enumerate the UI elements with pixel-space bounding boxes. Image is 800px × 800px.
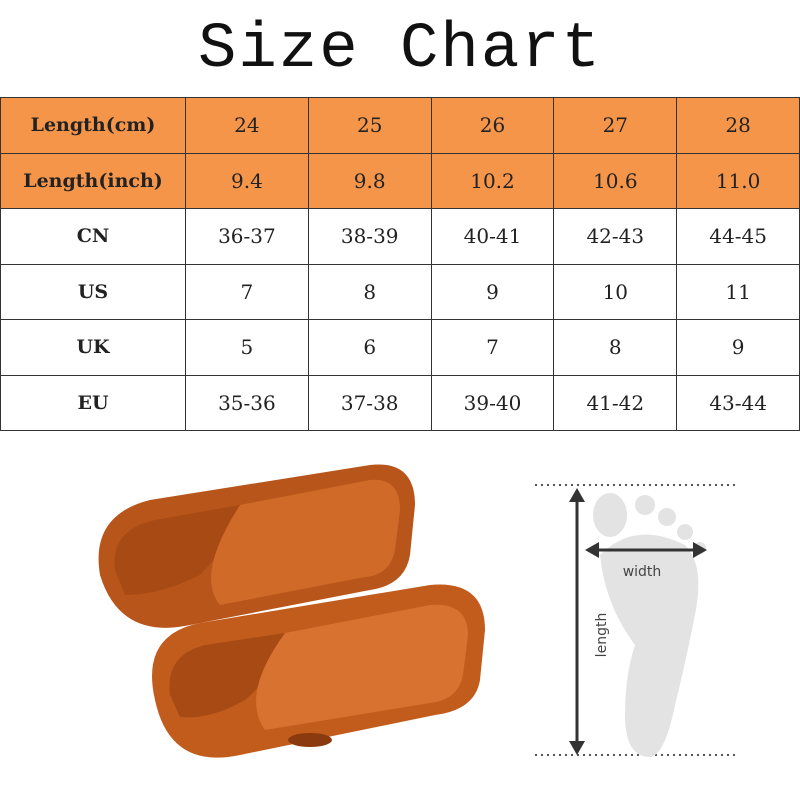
table-cell: 36-37 bbox=[185, 208, 309, 265]
row-header: US bbox=[0, 263, 186, 320]
table-row: CN 36-37 38-39 40-41 42-43 44-45 bbox=[0, 208, 800, 265]
table-row: US 7 8 9 10 11 bbox=[0, 263, 800, 320]
table-cell: 11.0 bbox=[676, 152, 800, 209]
row-header: UK bbox=[0, 319, 186, 376]
slipper-front bbox=[152, 584, 485, 758]
table-cell: 26 bbox=[430, 97, 555, 154]
page-title: Size Chart bbox=[197, 14, 603, 86]
table-cell: 41-42 bbox=[553, 374, 678, 431]
length-label: length bbox=[594, 613, 610, 658]
table-cell: 6 bbox=[307, 319, 432, 376]
table-cell: 9 bbox=[676, 319, 800, 376]
table-cell: 44-45 bbox=[676, 208, 800, 265]
table-row: Length(cm) 24 25 26 27 28 bbox=[0, 97, 800, 154]
table-cell: 27 bbox=[553, 97, 678, 154]
table-cell: 10.2 bbox=[430, 152, 555, 209]
foot-icon bbox=[593, 493, 706, 757]
width-label: width bbox=[623, 564, 662, 580]
table-cell: 35-36 bbox=[185, 374, 309, 431]
table-cell: 43-44 bbox=[676, 374, 800, 431]
row-header: EU bbox=[0, 374, 186, 431]
table-cell: 8 bbox=[307, 263, 432, 320]
table-cell: 28 bbox=[676, 97, 800, 154]
table-cell: 9.4 bbox=[185, 152, 309, 209]
slippers-image bbox=[98, 464, 485, 758]
table-cell: 40-41 bbox=[430, 208, 555, 265]
row-header: Length(cm) bbox=[0, 97, 186, 154]
arrow-head-right bbox=[693, 542, 707, 558]
table-cell: 7 bbox=[185, 263, 309, 320]
slipper-back bbox=[98, 464, 416, 628]
arrow-head-left bbox=[585, 542, 599, 558]
table-cell: 9 bbox=[430, 263, 555, 320]
table-cell: 38-39 bbox=[307, 208, 432, 265]
arrow-head-down bbox=[569, 741, 585, 755]
size-table: Length(cm) 24 25 26 27 28 Length(inch) 9.4 9.8 10… bbox=[0, 97, 800, 431]
table-cell: 24 bbox=[185, 97, 309, 154]
table-cell: 37-38 bbox=[307, 374, 432, 431]
table-cell: 42-43 bbox=[553, 208, 678, 265]
table-cell: 5 bbox=[185, 319, 309, 376]
table-row: UK 5 6 7 8 9 bbox=[0, 319, 800, 376]
arrow-head-up bbox=[569, 488, 585, 502]
table-cell: 25 bbox=[307, 97, 432, 154]
table-cell: 10 bbox=[553, 263, 678, 320]
table-row: Length(inch) 9.4 9.8 10.2 10.6 11.0 bbox=[0, 152, 800, 209]
row-header: Length(inch) bbox=[0, 152, 186, 209]
table-cell: 10.6 bbox=[553, 152, 678, 209]
table-cell: 7 bbox=[430, 319, 555, 376]
table-cell: 11 bbox=[676, 263, 800, 320]
table-cell: 9.8 bbox=[307, 152, 432, 209]
table-row: EU 35-36 37-38 39-40 41-42 43-44 bbox=[0, 374, 800, 431]
foot-measurement-diagram: width length bbox=[535, 484, 735, 757]
table-cell: 39-40 bbox=[430, 374, 555, 431]
row-header: CN bbox=[0, 208, 186, 265]
table-cell: 8 bbox=[553, 319, 678, 376]
